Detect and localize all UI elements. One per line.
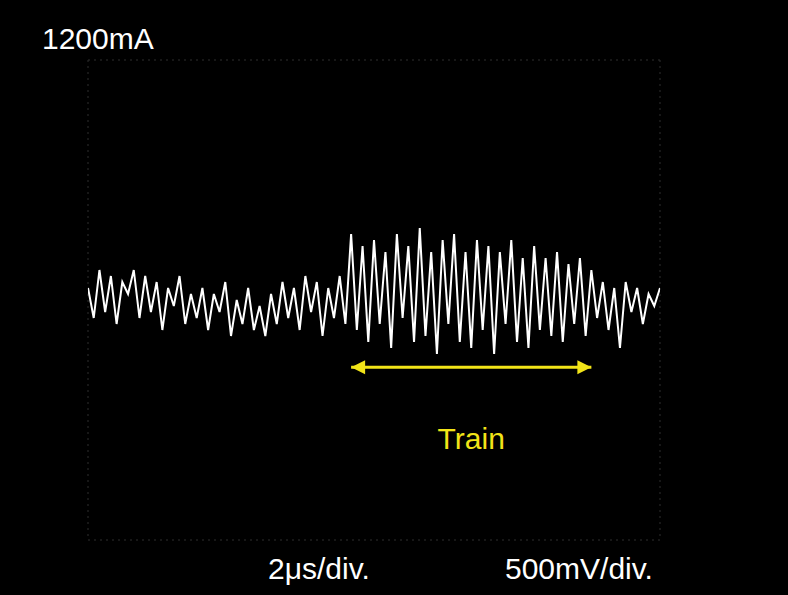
html-text:500mV/div.: 500mV/div. <box>505 552 653 585</box>
html-text:2μs/div.: 2μs/div. <box>268 552 370 585</box>
svg-text:Train: Train <box>438 422 505 455</box>
html-text:1200mA: 1200mA <box>42 22 154 55</box>
